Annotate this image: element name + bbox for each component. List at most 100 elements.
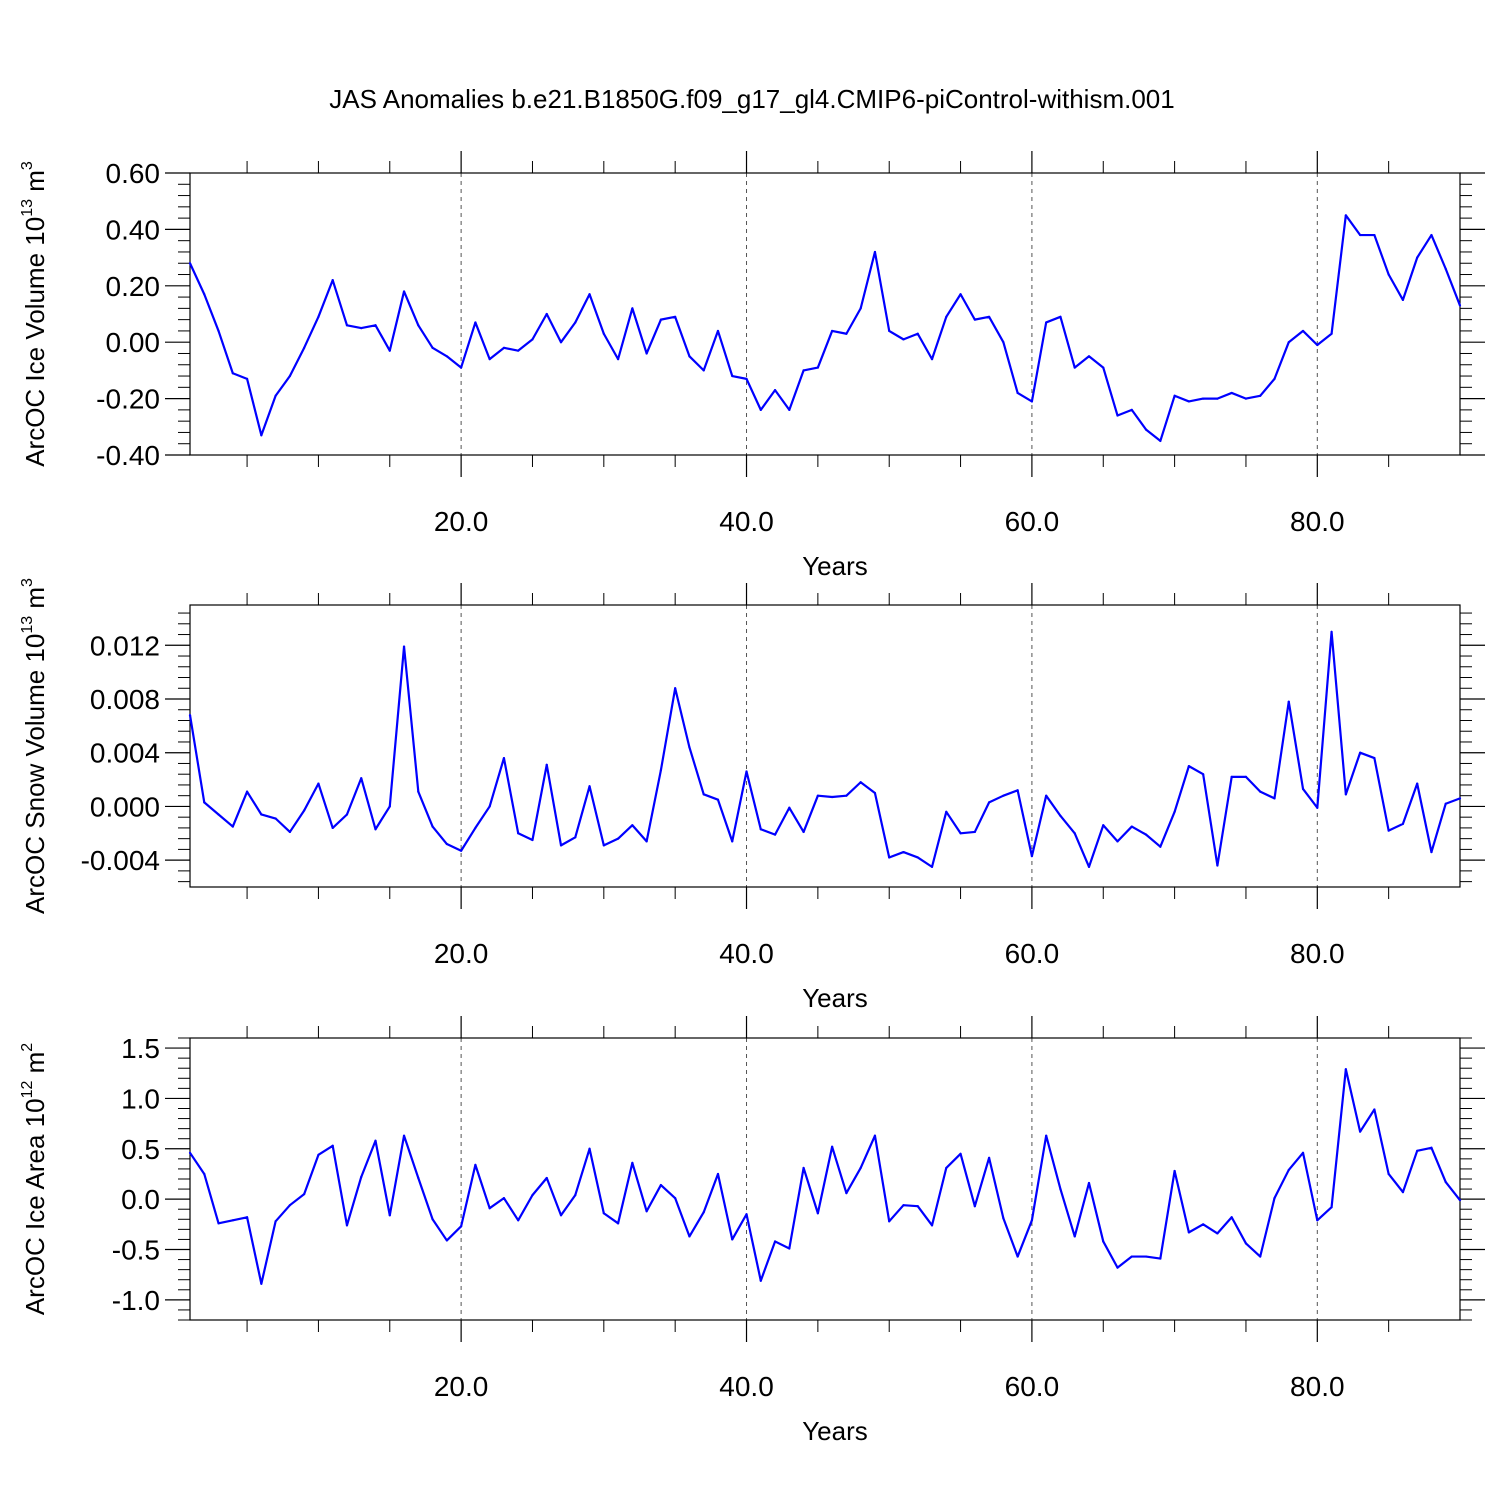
data-point <box>1373 233 1376 237</box>
data-point <box>745 770 748 773</box>
x-tick-label: 40.0 <box>719 1371 774 1402</box>
data-point <box>531 1194 534 1197</box>
data-point <box>988 1156 991 1159</box>
data-point <box>1330 630 1333 633</box>
data-point <box>688 355 691 358</box>
data-point <box>374 828 377 831</box>
y-tick-label: 0.5 <box>121 1134 160 1165</box>
data-point <box>973 318 976 321</box>
data-point <box>545 1176 548 1180</box>
x-tick-label: 80.0 <box>1290 1371 1345 1402</box>
data-point <box>431 346 434 349</box>
data-point <box>231 372 234 375</box>
data-point <box>203 801 206 804</box>
data-point <box>1273 377 1276 380</box>
data-point <box>517 1219 520 1222</box>
data-point <box>588 293 591 296</box>
data-point <box>1202 397 1205 400</box>
data-point <box>1130 408 1133 411</box>
data-point <box>916 856 919 859</box>
y-tick-label: 0.0 <box>121 1184 160 1215</box>
data-point <box>360 777 363 780</box>
data-point <box>602 1212 605 1215</box>
data-point <box>1216 864 1219 867</box>
data-point <box>1416 782 1419 785</box>
y-tick-label: 1.5 <box>121 1033 160 1064</box>
data-point <box>188 262 192 265</box>
x-axis-label: Years <box>802 1416 868 1446</box>
data-point <box>474 1163 477 1166</box>
y-tick-label: 0.00 <box>106 327 161 358</box>
data-point <box>588 785 591 788</box>
data-point <box>1259 394 1262 397</box>
data-point <box>402 290 406 293</box>
data-point <box>1116 1266 1119 1269</box>
data-point <box>1159 1257 1162 1260</box>
data-point <box>402 645 406 648</box>
data-point <box>303 809 306 812</box>
data-point <box>816 1212 819 1215</box>
y-tick-label: 0.012 <box>90 630 160 661</box>
data-point <box>1230 1216 1233 1219</box>
data-point <box>788 408 791 411</box>
y-tick-label: 1.0 <box>121 1083 160 1114</box>
data-point <box>859 781 862 784</box>
data-point <box>1344 1068 1347 1071</box>
data-point <box>745 377 748 380</box>
x-tick-label: 20.0 <box>434 1371 489 1402</box>
data-point <box>1216 397 1219 400</box>
data-point <box>773 389 777 392</box>
data-point <box>1016 391 1019 395</box>
data-point <box>245 790 249 793</box>
data-point <box>331 826 334 830</box>
data-point <box>231 825 234 828</box>
data-point <box>1159 439 1162 442</box>
data-point <box>1244 775 1248 778</box>
data-point <box>731 840 734 843</box>
data-point <box>716 1172 720 1176</box>
data-point <box>1344 793 1347 796</box>
data-point <box>1416 256 1419 259</box>
data-point <box>360 327 363 330</box>
data-point <box>916 332 919 335</box>
data-point <box>1287 700 1290 703</box>
data-point <box>702 1211 705 1214</box>
data-point <box>1045 1134 1048 1137</box>
series-line-1 <box>189 214 1462 442</box>
x-tick-label: 80.0 <box>1290 938 1345 969</box>
y-tick-label: -1.0 <box>112 1285 160 1316</box>
data-point <box>1230 391 1233 395</box>
data-point <box>716 329 720 333</box>
data-point <box>488 1207 491 1210</box>
data-point <box>1401 822 1405 825</box>
y-tick-label: 0.008 <box>90 684 160 715</box>
data-point <box>502 1197 506 1200</box>
series-line-1 <box>188 630 1461 868</box>
data-point <box>1202 773 1205 776</box>
data-point <box>930 865 934 868</box>
data-point <box>788 806 791 809</box>
x-tick-label: 60.0 <box>1005 938 1060 969</box>
y-axis-label: ArcOC Ice Volume 1013 m3 <box>19 161 50 467</box>
data-point <box>460 366 463 369</box>
data-point <box>288 830 291 834</box>
data-point <box>659 769 662 772</box>
data-point <box>188 1151 192 1154</box>
data-point <box>402 1134 406 1137</box>
data-point <box>574 1194 577 1197</box>
series-line-1 <box>189 1068 1461 1285</box>
data-point <box>474 826 477 830</box>
data-point <box>645 840 648 843</box>
data-point <box>245 377 249 380</box>
data-point <box>260 813 263 816</box>
panel-1: 20.0 40.0 60.0 80.0 -0.40 -0.20 0.00 0.20 0.40 0.… <box>19 151 1485 581</box>
data-point <box>1116 414 1119 417</box>
data-point <box>1230 775 1233 778</box>
data-point <box>645 352 648 355</box>
plot-frame <box>189 604 1461 888</box>
data-point <box>959 1152 962 1155</box>
data-point <box>417 790 420 793</box>
data-point <box>288 374 291 378</box>
data-point <box>460 849 463 852</box>
data-point <box>802 1166 805 1170</box>
